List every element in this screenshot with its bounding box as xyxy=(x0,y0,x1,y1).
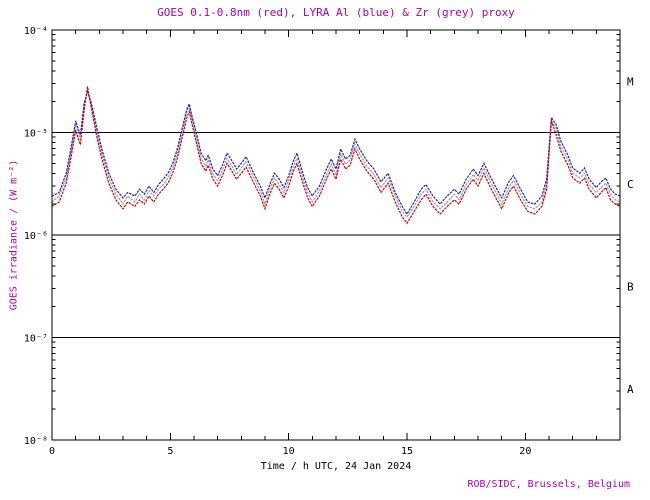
chart-title: GOES 0.1-0.8nm (red), LYRA Al (blue) & Z… xyxy=(157,6,515,19)
flare-class-label: M xyxy=(627,75,634,88)
y-tick-label: 10⁻⁶ xyxy=(24,231,48,242)
y-tick-label: 10⁻⁷ xyxy=(24,334,48,345)
series-goes-xray xyxy=(51,86,621,225)
x-tick-label: 20 xyxy=(519,446,531,457)
flare-class-label: C xyxy=(627,178,634,191)
x-tick-label: 10 xyxy=(283,446,295,457)
x-tick-label: 5 xyxy=(167,446,173,457)
x-axis-label: Time / h UTC, 24 Jan 2024 xyxy=(260,461,412,472)
y-tick-label: 10⁻⁴ xyxy=(24,26,48,37)
y-tick-label: 10⁻⁵ xyxy=(24,129,48,140)
series-lyra-al-proxy xyxy=(51,89,621,216)
flare-class-label: A xyxy=(627,383,634,396)
x-tick-label: 15 xyxy=(401,446,413,457)
series-lyra-zr-proxy xyxy=(51,89,621,218)
x-tick-label: 0 xyxy=(49,446,55,457)
y-tick-label: 10⁻⁸ xyxy=(24,436,48,447)
flare-class-label: B xyxy=(627,280,634,293)
credit-text: ROB/SIDC, Brussels, Belgium xyxy=(467,479,630,490)
